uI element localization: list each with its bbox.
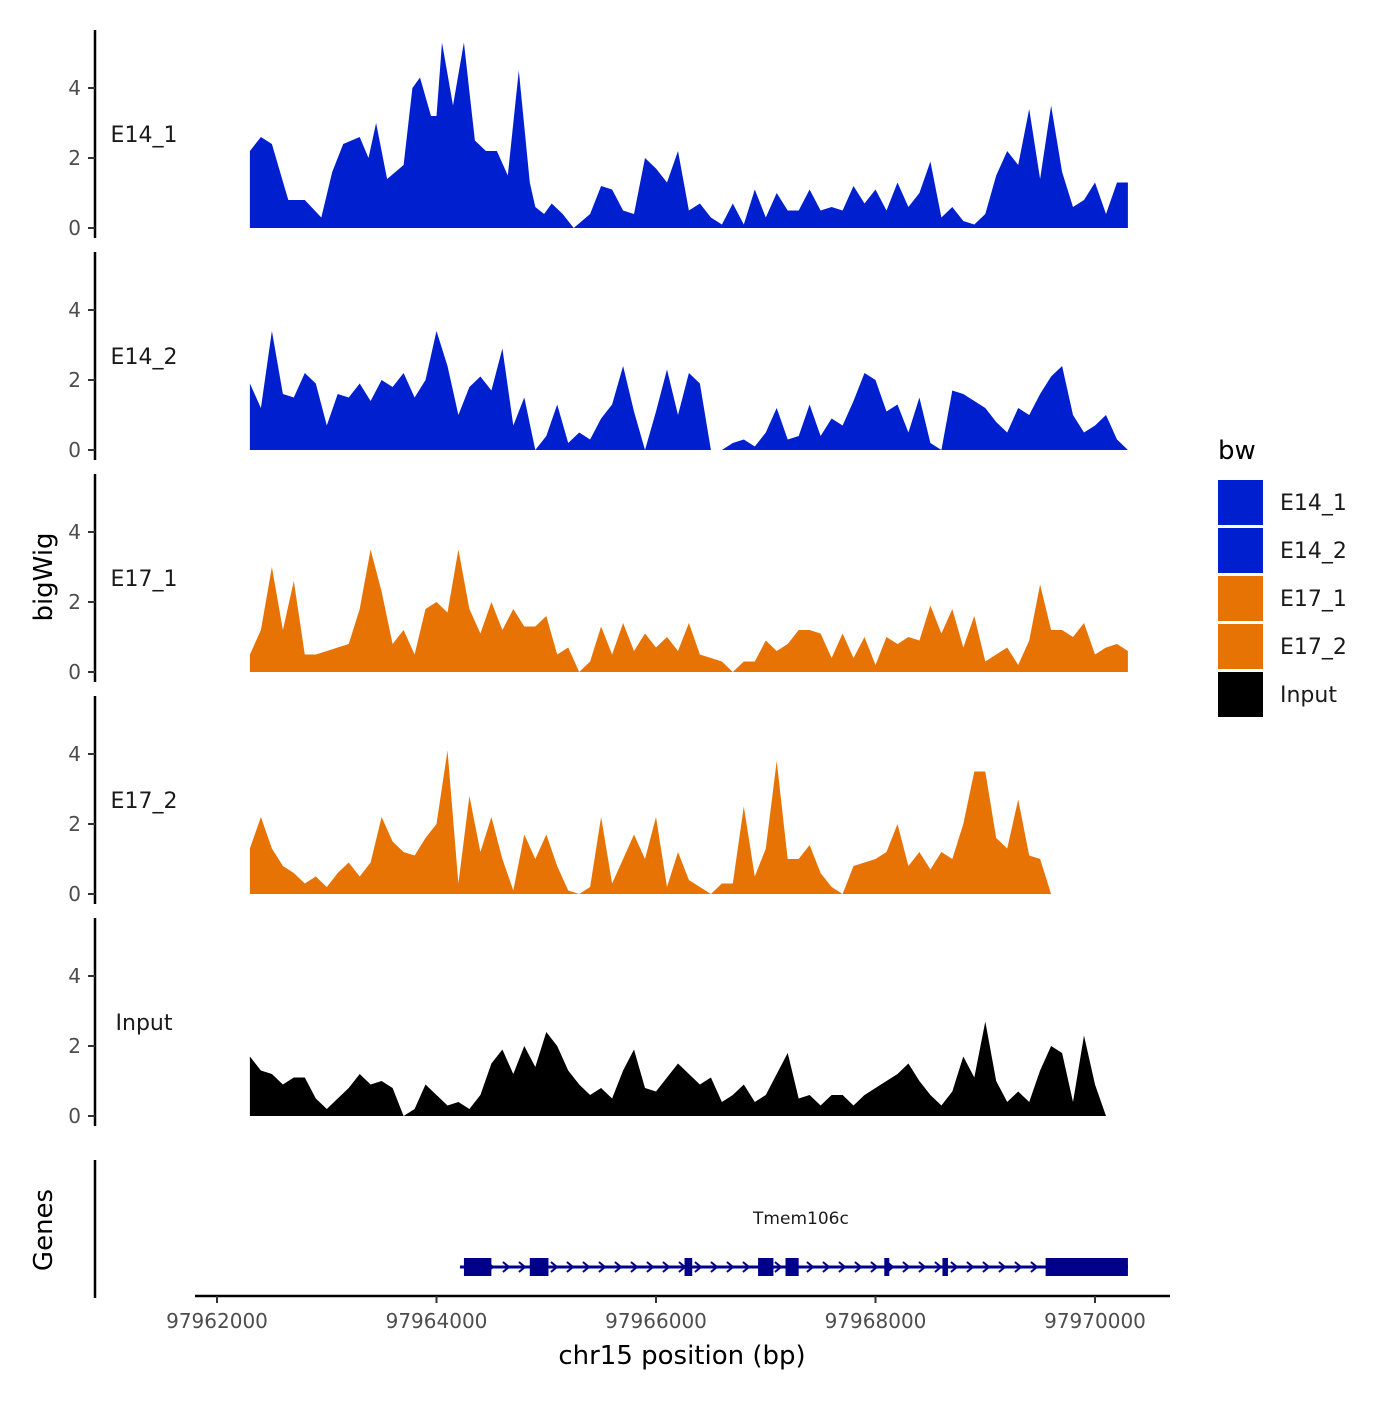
y-tick-label: 0	[68, 216, 81, 240]
y-tick-label: 4	[68, 298, 81, 322]
legend: bw E14_1 E14_2 E17_1 E17_2 Input	[1218, 436, 1347, 717]
legend-swatch-E14_2	[1218, 528, 1263, 573]
legend-swatch-E17_1	[1218, 576, 1263, 621]
strand-arrow	[902, 1261, 911, 1273]
strand-arrow	[694, 1261, 703, 1273]
strand-arrow	[710, 1261, 719, 1273]
x-tick-label: 97964000	[386, 1309, 488, 1333]
strand-arrow	[566, 1261, 575, 1273]
gene-label: Tmem106c	[752, 1209, 849, 1229]
legend-title: bw	[1218, 436, 1256, 466]
strand-arrow	[662, 1261, 671, 1273]
y-tick-label: 2	[68, 590, 81, 614]
y-tick-label: 4	[68, 742, 81, 766]
exon	[529, 1258, 549, 1276]
y-tick-label: 2	[68, 368, 81, 392]
x-tick-label: 97970000	[1044, 1309, 1146, 1333]
strand-arrow	[598, 1261, 607, 1273]
signal-area-E14_1	[249, 42, 1128, 228]
track-label: E14_1	[111, 123, 178, 148]
legend-label-E14_2: E14_2	[1280, 539, 1347, 564]
track-label: E14_2	[111, 345, 178, 370]
legend-swatch-E17_2	[1218, 624, 1263, 669]
strand-arrow	[646, 1261, 655, 1273]
signal-area-E17_2	[249, 750, 1128, 894]
legend-label-E17_2: E17_2	[1280, 635, 1347, 660]
track-panels: 0 2 4 E14_1 0 2 4 E14_2 0 2 4 E17_1 0 2 4 E17_2 0 2 4 Input	[68, 30, 1128, 1128]
strand-arrow	[614, 1261, 623, 1273]
legend-swatch-E14_1	[1218, 480, 1263, 525]
strand-arrow	[822, 1261, 831, 1273]
y-tick-label: 2	[68, 146, 81, 170]
y-tick-label: 2	[68, 1034, 81, 1058]
x-axis-title: chr15 position (bp)	[558, 1341, 805, 1371]
strand-arrow	[838, 1261, 847, 1273]
y-tick-label: 0	[68, 1104, 81, 1128]
track-E17_1: 0 2 4 E17_1	[68, 474, 1128, 684]
track-Input: 0 2 4 Input	[68, 918, 1128, 1128]
strand-arrow	[1014, 1261, 1023, 1273]
exon	[1045, 1258, 1128, 1276]
strand-arrow	[998, 1261, 1007, 1273]
strand-arrow	[1030, 1261, 1039, 1273]
exon	[785, 1258, 799, 1276]
legend-label-E17_1: E17_1	[1280, 587, 1347, 612]
track-E14_1: 0 2 4 E14_1	[68, 30, 1128, 240]
exon	[463, 1258, 492, 1276]
exon	[684, 1258, 693, 1276]
x-tick-label: 97966000	[605, 1309, 707, 1333]
y-tick-label: 2	[68, 812, 81, 836]
y-tick-label: 4	[68, 76, 81, 100]
y-axis-title: bigWig	[29, 532, 59, 621]
x-tick-label: 97962000	[166, 1309, 268, 1333]
y-tick-label: 0	[68, 882, 81, 906]
track-label: E17_2	[111, 789, 178, 814]
signal-area-E14_2	[249, 331, 1128, 450]
legend-label-E14_1: E14_1	[1280, 491, 1347, 516]
strand-arrow	[982, 1261, 991, 1273]
strand-arrow	[854, 1261, 863, 1273]
y-tick-label: 0	[68, 660, 81, 684]
exon	[884, 1258, 890, 1276]
strand-arrow	[502, 1261, 511, 1273]
strand-arrow	[870, 1261, 879, 1273]
strand-arrow	[774, 1261, 783, 1273]
strand-arrow	[742, 1261, 751, 1273]
genes-axis-title: Genes	[29, 1189, 59, 1271]
legend-swatch-Input	[1218, 672, 1263, 717]
signal-area-E17_1	[249, 549, 1128, 672]
gene-Tmem106c: Tmem106c	[459, 1209, 1128, 1276]
genes-panel: Tmem106c	[93, 1160, 1128, 1298]
strand-arrow	[550, 1261, 559, 1273]
exon	[758, 1258, 774, 1276]
x-axis: 97962000 97964000 97966000 97968000 97970000	[166, 1294, 1170, 1333]
y-tick-label: 0	[68, 438, 81, 462]
strand-arrow	[630, 1261, 639, 1273]
strand-arrow	[966, 1261, 975, 1273]
strand-arrow	[518, 1261, 527, 1273]
strand-arrow	[726, 1261, 735, 1273]
y-tick-label: 4	[68, 520, 81, 544]
strand-arrow	[582, 1261, 591, 1273]
track-label: Input	[116, 1011, 173, 1036]
strand-arrow	[950, 1261, 959, 1273]
strand-arrow	[934, 1261, 943, 1273]
strand-arrow	[918, 1261, 927, 1273]
track-E17_2: 0 2 4 E17_2	[68, 696, 1128, 906]
strand-arrow	[806, 1261, 815, 1273]
y-tick-label: 4	[68, 964, 81, 988]
exon	[942, 1258, 948, 1276]
track-label: E17_1	[111, 567, 178, 592]
signal-area-Input	[249, 1021, 1128, 1116]
track-E14_2: 0 2 4 E14_2	[68, 252, 1128, 462]
legend-label-Input: Input	[1280, 683, 1337, 708]
x-tick-label: 97968000	[825, 1309, 927, 1333]
